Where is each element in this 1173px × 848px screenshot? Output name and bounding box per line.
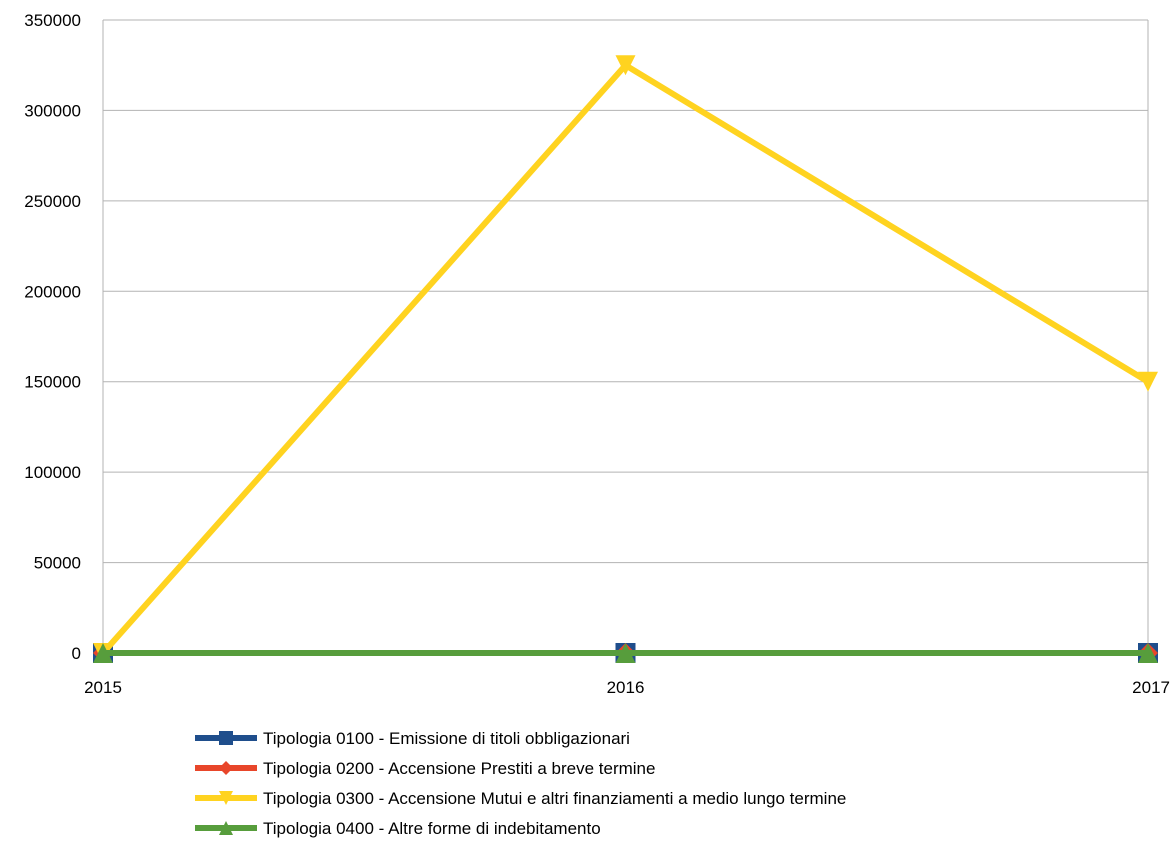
data-point-marker bbox=[1138, 643, 1158, 663]
x-tick-label: 2016 bbox=[607, 678, 645, 697]
data-point-marker bbox=[615, 643, 636, 663]
legend-label: Tipologia 0100 - Emissione di titoli obb… bbox=[263, 729, 630, 748]
series-4 bbox=[93, 643, 1158, 663]
legend-item: Tipologia 0300 - Accensione Mutui e altr… bbox=[195, 789, 846, 808]
data-point-marker bbox=[219, 761, 233, 775]
axes: 0 50000 100000 150000 200000 250000 300000 3500… bbox=[24, 11, 1170, 697]
y-tick-label: 200000 bbox=[24, 282, 81, 301]
grid-lines bbox=[103, 19, 1148, 654]
y-tick-label: 150000 bbox=[24, 373, 81, 392]
series-layer bbox=[93, 55, 1158, 663]
y-tick-label: 250000 bbox=[24, 192, 81, 211]
legend-label: Tipologia 0400 - Altre forme di indebita… bbox=[263, 819, 601, 838]
series-line bbox=[100, 62, 1150, 655]
legend: Tipologia 0100 - Emissione di titoli obb… bbox=[195, 729, 846, 838]
legend-label: Tipologia 0300 - Accensione Mutui e altr… bbox=[263, 789, 846, 808]
y-tick-label: 300000 bbox=[24, 101, 81, 120]
data-point-marker bbox=[615, 55, 636, 76]
legend-item: Tipologia 0400 - Altre forme di indebita… bbox=[195, 819, 601, 838]
y-tick-label: 350000 bbox=[24, 11, 81, 30]
data-point-marker bbox=[219, 731, 233, 745]
y-tick-label: 50000 bbox=[34, 554, 81, 573]
x-tick-label: 2017 bbox=[1132, 678, 1170, 697]
data-point-marker bbox=[93, 643, 113, 663]
y-tick-label: 100000 bbox=[24, 463, 81, 482]
data-point-marker bbox=[219, 821, 233, 835]
data-point-marker bbox=[1138, 371, 1158, 392]
legend-item: Tipologia 0100 - Emissione di titoli obb… bbox=[195, 729, 630, 748]
y-tick-label: 0 bbox=[72, 644, 81, 663]
legend-item: Tipologia 0200 - Accensione Prestiti a b… bbox=[195, 759, 655, 778]
x-tick-label: 2015 bbox=[84, 678, 122, 697]
legend-label: Tipologia 0200 - Accensione Prestiti a b… bbox=[263, 759, 655, 778]
data-point-marker bbox=[219, 791, 233, 805]
series-3 bbox=[93, 55, 1158, 663]
